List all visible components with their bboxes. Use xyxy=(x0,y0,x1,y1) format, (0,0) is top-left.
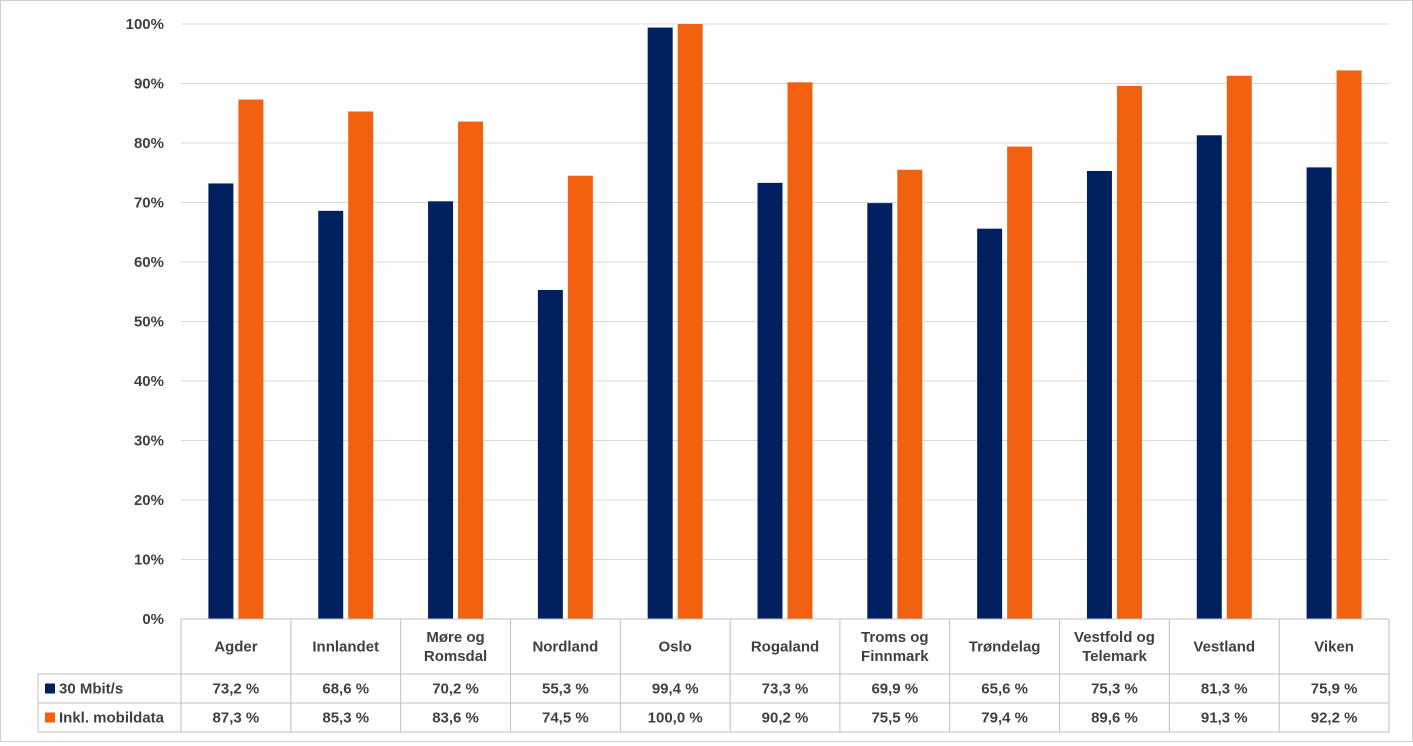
data-label: 65,6 % xyxy=(981,681,1028,698)
bar-mobildata xyxy=(1007,146,1033,619)
data-label: 85,3 % xyxy=(322,710,369,727)
data-label: 90,2 % xyxy=(762,710,809,727)
y-tick-label: 40% xyxy=(134,373,164,390)
bar-30mbit xyxy=(977,228,1003,619)
bar-mobildata xyxy=(1116,85,1142,619)
data-label: 73,2 % xyxy=(213,681,260,698)
category-label: Oslo xyxy=(659,639,692,656)
category-label: Finnmark xyxy=(861,648,929,665)
category-label: Telemark xyxy=(1082,648,1147,665)
y-tick-label: 60% xyxy=(134,254,164,271)
category-label: Viken xyxy=(1314,639,1354,656)
category-label: Romsdal xyxy=(424,648,487,665)
y-tick-label: 20% xyxy=(134,492,164,509)
data-label: 99,4 % xyxy=(652,681,699,698)
category-label: Agder xyxy=(214,639,258,656)
category-label: Vestfold og xyxy=(1074,629,1155,646)
bar-mobildata xyxy=(787,82,813,619)
data-label: 79,4 % xyxy=(981,710,1028,727)
category-label: Troms og xyxy=(861,629,929,646)
category-label: Nordland xyxy=(532,639,598,656)
category-label: Innlandet xyxy=(312,639,379,656)
bar-mobildata xyxy=(348,111,374,619)
data-label: 89,6 % xyxy=(1091,710,1138,727)
data-label: 81,3 % xyxy=(1201,681,1248,698)
series-name: 30 Mbit/s xyxy=(59,681,123,698)
category-label: Trøndelag xyxy=(969,639,1041,656)
data-label: 68,6 % xyxy=(322,681,369,698)
y-tick-label: 10% xyxy=(134,552,164,569)
gridlines xyxy=(181,23,1389,560)
y-tick-label: 80% xyxy=(134,135,164,152)
y-axis-ticks: 0% 10% 20% 30% 40% 50% 60% 70% 80% 90% 100% xyxy=(126,16,164,628)
data-label: 75,5 % xyxy=(871,710,918,727)
bar-30mbit xyxy=(1086,170,1112,619)
data-label: 83,6 % xyxy=(432,710,479,727)
data-label: 87,3 % xyxy=(213,710,260,727)
data-label: 69,9 % xyxy=(871,681,918,698)
data-label: 55,3 % xyxy=(542,681,589,698)
bar-mobildata xyxy=(238,99,264,619)
bar-30mbit xyxy=(647,27,673,619)
legend-key xyxy=(45,683,55,694)
bar-mobildata xyxy=(1336,70,1362,619)
category-label: Vestland xyxy=(1193,639,1255,656)
legend-key xyxy=(45,712,55,723)
bar-30mbit xyxy=(537,289,563,619)
y-tick-label: 100% xyxy=(126,16,164,33)
category-label: Møre og xyxy=(426,629,484,646)
bar-mobildata xyxy=(677,24,703,619)
bar-30mbit xyxy=(318,210,344,619)
series-name: Inkl. mobildata xyxy=(59,710,165,727)
y-tick-label: 0% xyxy=(142,611,164,628)
data-label: 70,2 % xyxy=(432,681,479,698)
bar-30mbit xyxy=(208,183,234,619)
bar-mobildata xyxy=(1226,75,1252,619)
data-label: 92,2 % xyxy=(1311,710,1358,727)
y-tick-label: 90% xyxy=(134,76,164,93)
y-tick-label: 50% xyxy=(134,314,164,331)
bar-30mbit xyxy=(1306,167,1332,619)
y-tick-label: 70% xyxy=(134,195,164,212)
category-label: Rogaland xyxy=(751,639,819,656)
bar-30mbit xyxy=(428,201,454,619)
data-table: Agder Innlandet Møre og Romsdal Nordland Oslo… xyxy=(37,618,1390,733)
y-tick-label: 30% xyxy=(134,433,164,450)
data-label: 75,9 % xyxy=(1311,681,1358,698)
data-label: 91,3 % xyxy=(1201,710,1248,727)
bar-mobildata xyxy=(897,169,923,619)
bars xyxy=(208,24,1362,620)
data-label: 75,3 % xyxy=(1091,681,1138,698)
bar-30mbit xyxy=(1196,135,1222,619)
bar-30mbit xyxy=(757,182,783,620)
bar-mobildata xyxy=(458,121,484,619)
bar-mobildata xyxy=(567,175,593,619)
data-label: 73,3 % xyxy=(762,681,809,698)
bar-30mbit xyxy=(867,203,893,619)
data-label: 100,0 % xyxy=(648,710,703,727)
data-label: 74,5 % xyxy=(542,710,589,727)
